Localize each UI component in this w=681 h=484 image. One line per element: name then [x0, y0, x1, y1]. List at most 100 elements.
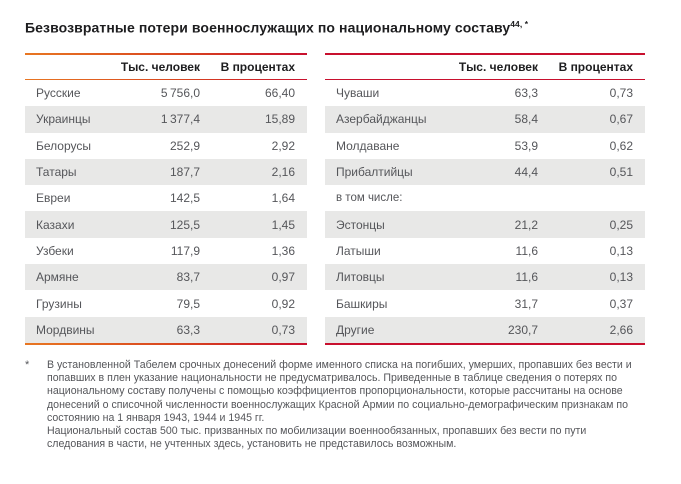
table-row: Грузины 79,5 0,92 [25, 290, 307, 316]
table-row: Азербайджанцы 58,4 0,67 [325, 106, 645, 133]
nationality-cell: Прибалтийцы [336, 165, 413, 180]
thousands-cell: 63,3 [514, 86, 538, 101]
table-bottom-rule [325, 342, 645, 345]
table-row: Латыши 11,6 0,13 [325, 238, 645, 264]
thousands-cell: 125,5 [169, 217, 200, 232]
nationality-cell: Грузины [36, 296, 82, 311]
percent-cell: 1,64 [271, 191, 295, 206]
table-header-rule [25, 79, 307, 80]
percent-cell: 1,45 [271, 217, 295, 232]
table-row: Другие 230,7 2,66 [325, 316, 645, 343]
table-bottom-rule [25, 342, 307, 345]
tables-container: Тыс. человек В процентах Русские 5 756,0 6… [25, 53, 645, 345]
table-top-rule [25, 53, 307, 55]
table-row: Прибалтийцы 44,4 0,51 [325, 158, 645, 186]
thousands-cell: 187,7 [169, 165, 200, 180]
table-body: Русские 5 756,0 66,40 Украинцы 1 377,4 15,89 Б… [25, 80, 307, 343]
footnote-text: В установленной Табелем срочных донесени… [47, 359, 645, 451]
table-row: Эстонцы 21,2 0,25 [325, 211, 645, 238]
thousands-cell: 58,4 [514, 112, 538, 127]
casualties-table-right: Тыс. человек В процентах Чуваши 63,3 0,73 А… [325, 53, 645, 345]
percent-cell: 0,97 [271, 270, 295, 285]
nationality-cell: Азербайджанцы [336, 112, 427, 127]
percent-cell: 0,67 [609, 112, 633, 127]
table-row: Евреи 142,5 1,64 [25, 185, 307, 211]
percent-cell: 0,25 [609, 217, 633, 232]
nationality-cell: Чуваши [336, 86, 380, 101]
percent-cell: 0,37 [609, 296, 633, 311]
table-row: Мордвины 63,3 0,73 [25, 316, 307, 343]
table-row: Русские 5 756,0 66,40 [25, 80, 307, 106]
column-header-percent: В процентах [558, 60, 633, 74]
thousands-cell: 11,6 [515, 243, 538, 258]
table-row: Белорусы 252,9 2,92 [25, 133, 307, 159]
table-header-row: Тыс. человек В процентах [25, 55, 307, 79]
table-row: Молдаване 53,9 0,62 [325, 133, 645, 159]
nationality-cell: Армяне [36, 270, 79, 285]
nationality-cell: Евреи [36, 191, 71, 206]
thousands-cell: 21,2 [514, 217, 538, 232]
table-row: Армяне 83,7 0,97 [25, 264, 307, 291]
column-header-thousands: Тыс. человек [458, 60, 538, 74]
table-row: Литовцы 11,6 0,13 [325, 264, 645, 291]
thousands-cell: 53,9 [514, 138, 538, 153]
nationality-cell: Украинцы [36, 112, 91, 127]
nationality-cell: Татары [36, 165, 77, 180]
table-top-rule [325, 53, 645, 55]
casualties-table-left: Тыс. человек В процентах Русские 5 756,0 6… [25, 53, 307, 345]
percent-cell: 0,13 [609, 243, 633, 258]
nationality-cell: Другие [336, 322, 375, 337]
column-header-percent: В процентах [220, 60, 295, 74]
table-row: в том числе: [325, 185, 645, 211]
percent-cell: 15,89 [264, 112, 295, 127]
page-title-text: Безвозвратные потери военнослужащих по н… [25, 19, 511, 36]
footnote-paragraph: Национальный состав 500 тыс. призванных … [47, 425, 587, 451]
table-header-row: Тыс. человек В процентах [325, 55, 645, 79]
thousands-cell: 1 377,4 [160, 112, 200, 127]
thousands-cell: 83,7 [176, 270, 200, 285]
table-row: Украинцы 1 377,4 15,89 [25, 106, 307, 133]
page-title: Безвозвратные потери военнослужащих по н… [25, 19, 528, 36]
footnote-reference: 44, * [510, 19, 529, 29]
percent-cell: 0,92 [271, 296, 295, 311]
table-row: Башкиры 31,7 0,37 [325, 290, 645, 316]
nationality-cell: Казахи [36, 217, 75, 232]
nationality-cell: Молдаване [336, 138, 400, 153]
nationality-cell: Русские [36, 86, 81, 101]
nationality-cell: Эстонцы [336, 217, 385, 232]
column-header-thousands: Тыс. человек [120, 60, 200, 74]
footnote: * В установленной Табелем срочных донесе… [25, 359, 645, 451]
nationality-cell: в том числе: [336, 192, 403, 205]
nationality-cell: Белорусы [36, 138, 91, 153]
thousands-cell: 117,9 [170, 243, 200, 258]
nationality-cell: Узбеки [36, 243, 74, 258]
thousands-cell: 5 756,0 [160, 86, 200, 101]
percent-cell: 0,73 [271, 322, 295, 337]
thousands-cell: 79,5 [176, 296, 200, 311]
table-row: Татары 187,7 2,16 [25, 158, 307, 186]
thousands-cell: 63,3 [176, 322, 200, 337]
thousands-cell: 142,5 [169, 191, 200, 206]
percent-cell: 66,40 [264, 86, 295, 101]
percent-cell: 0,13 [609, 270, 633, 285]
table-row: Узбеки 117,9 1,36 [25, 238, 307, 264]
thousands-cell: 230,7 [507, 322, 538, 337]
percent-cell: 2,92 [271, 138, 295, 153]
nationality-cell: Башкиры [336, 296, 388, 311]
thousands-cell: 31,7 [514, 296, 538, 311]
table-body: Чуваши 63,3 0,73 Азербайджанцы 58,4 0,67 Молда… [325, 80, 645, 343]
nationality-cell: Латыши [336, 243, 381, 258]
nationality-cell: Литовцы [336, 270, 385, 285]
percent-cell: 0,62 [609, 138, 633, 153]
table-header-rule [325, 79, 645, 80]
table-row: Чуваши 63,3 0,73 [325, 80, 645, 106]
percent-cell: 1,36 [271, 243, 295, 258]
thousands-cell: 11,6 [515, 270, 538, 285]
percent-cell: 2,16 [271, 165, 295, 180]
thousands-cell: 44,4 [514, 165, 538, 180]
percent-cell: 0,51 [609, 165, 633, 180]
table-row: Казахи 125,5 1,45 [25, 211, 307, 238]
thousands-cell: 252,9 [169, 138, 200, 153]
percent-cell: 0,73 [609, 86, 633, 101]
